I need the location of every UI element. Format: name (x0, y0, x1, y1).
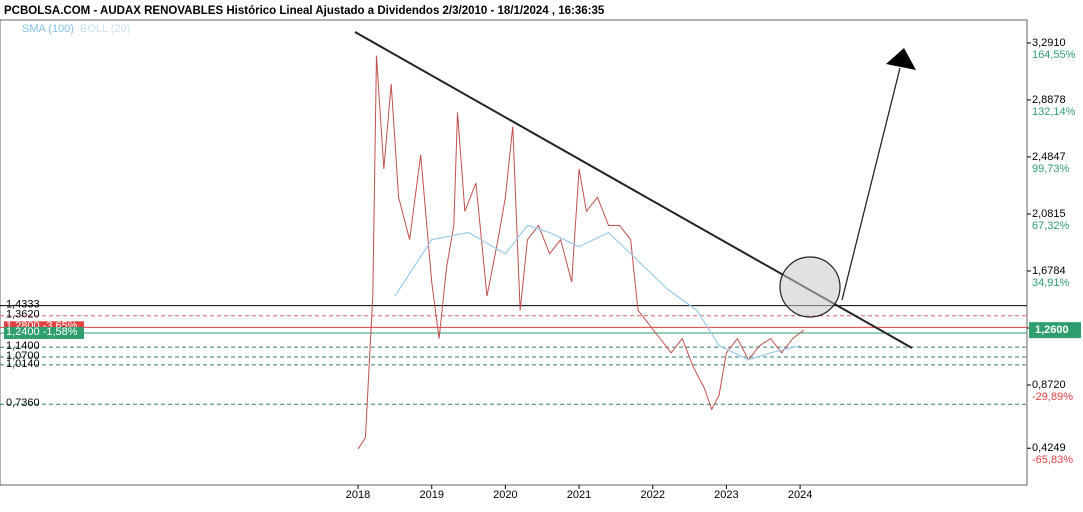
level-label: 1,2400 -1,58% (6, 326, 78, 338)
x-tick-label: 2021 (567, 489, 591, 501)
x-tick-label: 2019 (419, 489, 443, 501)
y-tick-label: 1,6784 (1032, 265, 1066, 277)
level-label: 1,0140 (6, 358, 40, 370)
last-price-label: 1,2600 (1035, 324, 1069, 336)
y-tick-label: 2,8878 (1032, 94, 1066, 106)
level-label: 1,0700 (6, 350, 40, 362)
y-tick-label: 3,2910 (1032, 37, 1066, 49)
y-tick-change: -65,83% (1032, 454, 1073, 466)
plot-frame (0, 19, 1028, 486)
x-tick-label: 2020 (493, 489, 517, 501)
y-tick-label: 0,8720 (1032, 379, 1066, 391)
y-tick-change: 67,32% (1032, 220, 1070, 232)
y-tick-label: 2,0815 (1032, 208, 1066, 220)
x-tick-label: 2024 (788, 489, 812, 501)
y-tick-change: -29,89% (1032, 391, 1073, 403)
last-price-box (1029, 322, 1081, 339)
y-tick-change: 99,73% (1032, 163, 1070, 175)
y-tick-change: 34,91% (1032, 277, 1070, 289)
level-label: 0,7360 (6, 397, 40, 409)
series-line (394, 224, 801, 361)
y-tick-change: 132,14% (1032, 106, 1076, 118)
x-tick-label: 2018 (346, 489, 370, 501)
legend-sma: SMA (100) (22, 23, 74, 35)
circle (779, 256, 841, 318)
level-label: 1,3620 (6, 309, 40, 321)
series-line (357, 55, 805, 450)
arrow-line (841, 67, 901, 301)
arrow-head (886, 48, 916, 70)
level-label: 1,1400 (6, 340, 40, 352)
level-label: 1,4333 (6, 299, 40, 311)
x-tick-label: 2022 (640, 489, 664, 501)
chart-title: PCBOLSA.COM - AUDAX RENOVABLES Histórico… (4, 5, 605, 17)
x-tick-label: 2023 (714, 489, 738, 501)
y-tick-label: 0,4249 (1032, 442, 1066, 454)
level-label-box (4, 326, 84, 339)
y-tick-label: 2,4847 (1032, 151, 1066, 163)
y-tick-change: 164,55% (1032, 49, 1076, 61)
legend-boll: BOLL (20) (80, 23, 130, 35)
annotations (354, 31, 916, 349)
